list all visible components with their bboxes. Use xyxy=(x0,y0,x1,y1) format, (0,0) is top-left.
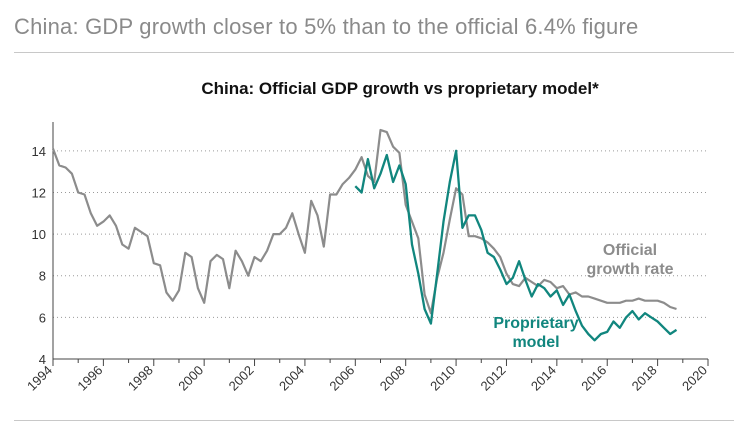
y-tick-label: 14 xyxy=(32,144,46,159)
x-tick-label: 2004 xyxy=(276,363,307,394)
y-tick-label: 10 xyxy=(32,227,46,242)
proprietary-series-label: Proprietary model xyxy=(493,315,578,351)
series-labels: Official growth rate Proprietary model xyxy=(493,242,673,351)
x-tick-label: 2002 xyxy=(226,363,257,394)
x-tick-label: 2014 xyxy=(528,363,559,394)
page-title: China: GDP growth closer to 5% than to t… xyxy=(14,14,639,39)
chart-title: China: Official GDP growth vs proprietar… xyxy=(201,79,599,98)
x-tick-label: 1996 xyxy=(74,363,105,394)
x-tick-label: 2020 xyxy=(679,363,710,394)
x-tick-label: 2008 xyxy=(377,363,408,394)
bottom-divider xyxy=(14,420,734,421)
x-tick-label: 1994 xyxy=(24,363,55,394)
y-tick-label: 8 xyxy=(39,269,46,284)
x-tick-label: 1998 xyxy=(125,363,156,394)
y-tick-label: 4 xyxy=(39,352,46,367)
proprietary-model-line xyxy=(354,149,678,342)
y-tick-label: 12 xyxy=(32,185,46,200)
x-tick-label: 2016 xyxy=(578,363,609,394)
series-lines xyxy=(51,128,678,342)
x-tick-label: 2018 xyxy=(629,363,660,394)
x-tick-label: 2010 xyxy=(427,363,458,394)
x-tick-label: 2006 xyxy=(326,363,357,394)
official-series-label: Official growth rate xyxy=(586,242,673,278)
official-growth-line xyxy=(51,128,677,315)
y-tick-label: 6 xyxy=(39,310,46,325)
x-tick-label: 2000 xyxy=(175,363,206,394)
top-divider xyxy=(14,52,734,53)
x-tick-label: 2012 xyxy=(478,363,509,394)
